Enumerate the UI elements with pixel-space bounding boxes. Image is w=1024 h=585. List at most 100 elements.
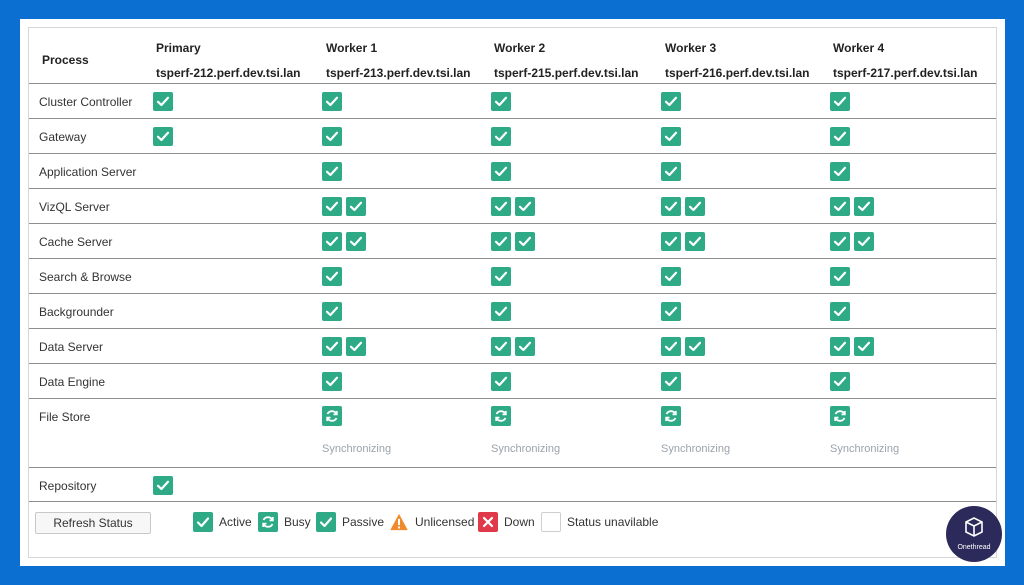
logo-icon xyxy=(965,517,983,537)
check-icon xyxy=(830,127,850,146)
check-icon xyxy=(153,476,173,495)
column-name: Worker 3 xyxy=(665,41,717,55)
onethread-logo: Onethread xyxy=(946,506,1002,562)
sync-status-text: Synchronizing xyxy=(491,443,561,455)
table-row: Cache Server xyxy=(29,224,996,259)
check-icon xyxy=(685,197,705,216)
process-name: Repository xyxy=(39,479,97,493)
column-host: tsperf-217.perf.dev.tsi.lan xyxy=(833,66,978,80)
sync-status-text: Synchronizing xyxy=(830,443,900,455)
x-icon xyxy=(478,512,498,532)
column-header-worker-1: Worker 1 tsperf-213.perf.dev.tsi.lan xyxy=(326,41,471,80)
table-row: Repository xyxy=(29,468,996,502)
check-icon xyxy=(346,197,366,216)
table-header: Process Primary tsperf-212.perf.dev.tsi.… xyxy=(29,28,996,84)
check-icon xyxy=(661,92,681,111)
process-status-table: Process Primary tsperf-212.perf.dev.tsi.… xyxy=(28,27,997,558)
table-row: Gateway xyxy=(29,119,996,154)
check-icon xyxy=(661,267,681,286)
check-icon xyxy=(830,337,850,356)
status-panel: Process Primary tsperf-212.perf.dev.tsi.… xyxy=(20,19,1005,566)
check-icon xyxy=(854,337,874,356)
sync-icon xyxy=(322,406,342,426)
check-icon xyxy=(515,337,535,356)
process-name: Cluster Controller xyxy=(39,95,133,109)
legend-label: Passive xyxy=(342,515,385,529)
check-icon xyxy=(153,92,173,111)
process-name: Data Engine xyxy=(39,375,106,389)
check-icon xyxy=(515,232,535,251)
check-icon xyxy=(830,267,850,286)
check-icon xyxy=(346,232,366,251)
check-icon xyxy=(854,197,874,216)
check-icon xyxy=(830,302,850,321)
check-icon xyxy=(685,232,705,251)
table-row: Search & Browse xyxy=(29,259,996,294)
legend-label: Unlicensed xyxy=(415,515,475,529)
table-row: Backgrounder xyxy=(29,294,996,329)
sync-icon xyxy=(491,406,511,426)
column-host: tsperf-213.perf.dev.tsi.lan xyxy=(326,66,471,80)
table-row: Application Server xyxy=(29,154,996,189)
column-name: Worker 1 xyxy=(326,41,378,55)
table-row: File Store Synchronizing Synchronizing Sync… xyxy=(29,399,996,468)
check-icon xyxy=(661,232,681,251)
status-footer: Refresh Status Active Busy Passive xyxy=(29,502,996,557)
refresh-status-button[interactable]: Refresh Status xyxy=(35,512,151,534)
table-row: Data Engine xyxy=(29,364,996,399)
process-name: Data Server xyxy=(39,340,104,354)
check-icon xyxy=(661,302,681,321)
empty-box-icon xyxy=(541,512,561,532)
legend-label: Status unavilable xyxy=(567,515,659,529)
check-icon xyxy=(491,127,511,146)
column-name: Worker 4 xyxy=(833,41,885,55)
column-name: Worker 2 xyxy=(494,41,546,55)
check-icon xyxy=(830,197,850,216)
check-icon xyxy=(322,232,342,251)
sync-icon xyxy=(830,406,850,426)
check-icon xyxy=(322,372,342,391)
check-icon xyxy=(830,372,850,391)
process-name: Search & Browse xyxy=(39,270,132,284)
check-icon xyxy=(830,92,850,111)
check-icon xyxy=(491,162,511,181)
check-icon xyxy=(491,337,511,356)
check-icon xyxy=(661,162,681,181)
column-header-primary: Primary tsperf-212.perf.dev.tsi.lan xyxy=(156,41,301,80)
warning-icon xyxy=(389,512,409,532)
check-icon xyxy=(661,127,681,146)
process-name: VizQL Server xyxy=(39,200,110,214)
sync-icon xyxy=(661,406,681,426)
check-icon xyxy=(491,302,511,321)
check-icon xyxy=(661,197,681,216)
legend-label: Active xyxy=(219,515,252,529)
column-host: tsperf-216.perf.dev.tsi.lan xyxy=(665,66,810,80)
check-icon xyxy=(515,197,535,216)
column-header-worker-2: Worker 2 tsperf-215.perf.dev.tsi.lan xyxy=(494,41,639,80)
check-icon xyxy=(854,232,874,251)
sync-icon xyxy=(258,512,278,532)
check-icon xyxy=(830,232,850,251)
table-row: VizQL Server xyxy=(29,189,996,224)
table-row: Cluster Controller xyxy=(29,84,996,119)
column-host: tsperf-212.perf.dev.tsi.lan xyxy=(156,66,301,80)
logo-text: Onethread xyxy=(957,544,991,551)
check-icon xyxy=(491,267,511,286)
check-icon xyxy=(491,197,511,216)
check-icon xyxy=(322,197,342,216)
process-name: File Store xyxy=(39,410,91,424)
process-name: Backgrounder xyxy=(39,305,114,319)
sync-status-text: Synchronizing xyxy=(661,443,731,455)
table-row: Data Server xyxy=(29,329,996,364)
check-icon xyxy=(661,337,681,356)
process-column-header: Process xyxy=(42,53,89,67)
check-icon xyxy=(322,302,342,321)
column-header-worker-3: Worker 3 tsperf-216.perf.dev.tsi.lan xyxy=(665,41,810,80)
check-icon xyxy=(322,267,342,286)
column-header-worker-4: Worker 4 tsperf-217.perf.dev.tsi.lan xyxy=(833,41,978,80)
process-name: Cache Server xyxy=(39,235,113,249)
check-icon xyxy=(346,337,366,356)
column-name: Primary xyxy=(156,41,201,55)
check-icon xyxy=(322,162,342,181)
check-icon xyxy=(322,127,342,146)
